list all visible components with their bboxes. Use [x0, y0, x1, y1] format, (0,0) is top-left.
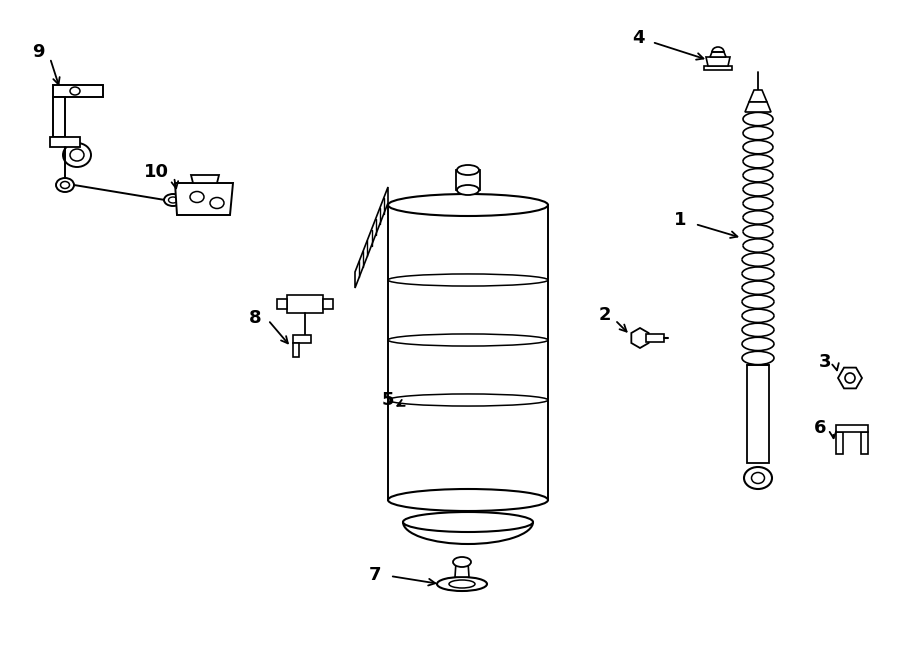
- Ellipse shape: [63, 143, 91, 167]
- Polygon shape: [706, 57, 730, 66]
- Polygon shape: [631, 328, 649, 348]
- Ellipse shape: [457, 185, 479, 195]
- Polygon shape: [455, 562, 469, 577]
- Text: 7: 7: [369, 566, 382, 584]
- Text: 4: 4: [632, 29, 644, 47]
- Polygon shape: [747, 365, 769, 463]
- Polygon shape: [287, 295, 323, 313]
- Polygon shape: [277, 299, 287, 309]
- Ellipse shape: [744, 467, 772, 489]
- Polygon shape: [50, 137, 80, 147]
- Polygon shape: [456, 170, 480, 190]
- Polygon shape: [710, 52, 726, 57]
- Polygon shape: [191, 175, 219, 183]
- Text: 3: 3: [819, 353, 832, 371]
- Text: 5: 5: [382, 391, 394, 409]
- Ellipse shape: [388, 194, 548, 216]
- Polygon shape: [293, 335, 311, 343]
- Polygon shape: [293, 343, 299, 357]
- Polygon shape: [836, 425, 868, 432]
- Ellipse shape: [453, 557, 471, 567]
- Polygon shape: [861, 432, 868, 454]
- Polygon shape: [323, 299, 333, 309]
- Polygon shape: [355, 187, 388, 288]
- Ellipse shape: [403, 512, 533, 532]
- Ellipse shape: [388, 489, 548, 511]
- Polygon shape: [749, 90, 767, 102]
- Polygon shape: [175, 183, 233, 215]
- Polygon shape: [838, 368, 862, 389]
- Polygon shape: [704, 66, 732, 70]
- Ellipse shape: [56, 178, 74, 192]
- Polygon shape: [646, 334, 664, 342]
- Text: 6: 6: [814, 419, 826, 437]
- Polygon shape: [53, 85, 103, 97]
- Text: 10: 10: [143, 163, 168, 181]
- Ellipse shape: [437, 577, 487, 591]
- Text: 8: 8: [248, 309, 261, 327]
- Polygon shape: [745, 102, 771, 112]
- Polygon shape: [53, 97, 65, 137]
- Text: 2: 2: [598, 306, 611, 324]
- Text: 9: 9: [32, 43, 44, 61]
- Text: 1: 1: [674, 211, 686, 229]
- Ellipse shape: [164, 194, 182, 206]
- Polygon shape: [836, 432, 843, 454]
- Ellipse shape: [457, 165, 479, 175]
